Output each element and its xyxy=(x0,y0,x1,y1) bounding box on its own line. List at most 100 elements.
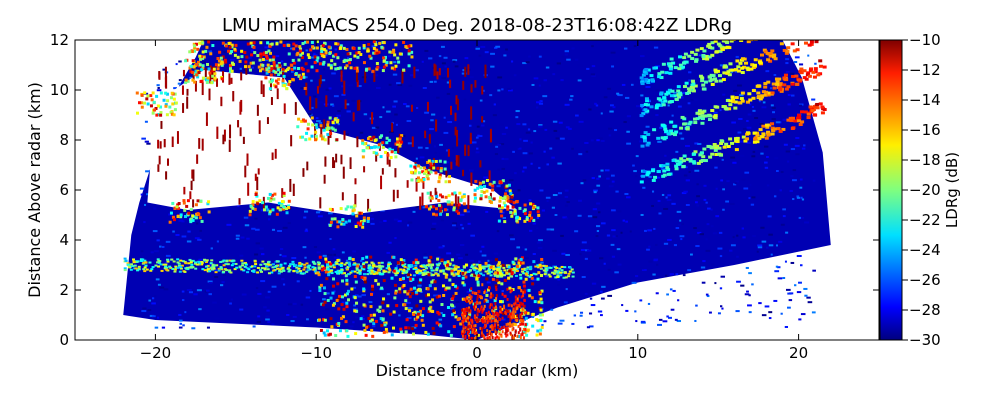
melting-layer-cell xyxy=(312,262,316,265)
ldr-cell xyxy=(480,45,486,48)
ldr-cell xyxy=(398,314,401,317)
ldr-cell xyxy=(718,231,723,234)
ldr-cell xyxy=(315,40,319,44)
ldr-cell xyxy=(419,156,425,159)
sidelobe-cell xyxy=(753,58,758,62)
ldr-cell xyxy=(310,120,316,123)
melting-layer-cell xyxy=(394,269,398,272)
ldr-cell xyxy=(264,50,268,54)
ldr-cell xyxy=(501,132,507,135)
ldr-streak xyxy=(191,169,194,179)
sidelobe-cell xyxy=(695,117,700,121)
ldr-cell xyxy=(279,253,282,256)
ldr-cell xyxy=(538,124,543,127)
ldr-streak xyxy=(302,168,305,177)
ldr-cell xyxy=(409,287,413,291)
ldr-cell xyxy=(259,247,264,250)
ldr-cell xyxy=(608,127,613,130)
ldr-cell xyxy=(432,331,436,335)
ldr-cell xyxy=(725,74,730,77)
ldr-cell xyxy=(351,99,356,102)
sidelobe-cell xyxy=(811,11,815,14)
ldr-cell xyxy=(437,180,441,184)
ldr-cell xyxy=(354,223,359,226)
ldr-cell xyxy=(320,47,324,51)
ldr-streak xyxy=(323,174,326,184)
ldr-cell xyxy=(386,153,390,157)
ldr-cell xyxy=(384,150,388,154)
ldr-cell xyxy=(267,290,271,293)
melting-layer-cell xyxy=(126,262,130,265)
ldr-cell xyxy=(149,94,153,98)
ldr-cell xyxy=(680,238,683,241)
sidelobe-cell xyxy=(803,110,808,114)
ldr-cell xyxy=(747,113,752,116)
ldr-cell xyxy=(413,165,417,169)
ldr-cell xyxy=(345,305,349,309)
ldr-cell xyxy=(317,273,321,277)
ldr-cell xyxy=(212,67,216,71)
clutter-cell xyxy=(522,294,525,298)
sidelobe-cell xyxy=(778,82,783,86)
ldr-cell xyxy=(492,197,496,201)
ldr-cell xyxy=(375,86,381,89)
ldr-cell xyxy=(438,55,442,58)
ldr-cell xyxy=(178,326,183,329)
ldr-cell xyxy=(368,54,372,58)
ldr-cell xyxy=(340,279,344,283)
ldr-cell xyxy=(784,325,789,328)
ldr-cell xyxy=(550,308,554,311)
ldr-cell xyxy=(513,314,517,318)
sidelobe-cell xyxy=(663,99,668,103)
sidelobe-cell xyxy=(818,102,823,106)
ldr-cell xyxy=(330,103,334,106)
ldr-cell xyxy=(399,330,403,334)
ldr-cell xyxy=(573,314,577,317)
clutter-cell xyxy=(492,319,495,323)
ldr-cell xyxy=(467,222,471,225)
ldr-cell xyxy=(189,76,193,79)
ldr-cell xyxy=(151,91,155,95)
ldr-streak xyxy=(375,153,378,162)
sidelobe-cell xyxy=(789,119,794,123)
sidelobe-cell xyxy=(798,78,803,82)
ldr-streak xyxy=(371,112,374,125)
sidelobe-cell xyxy=(678,91,683,95)
ldr-streak xyxy=(190,180,193,191)
melting-layer-cell xyxy=(370,271,374,274)
ldr-cell xyxy=(392,50,396,54)
ldr-cell xyxy=(452,273,456,277)
ldr-cell xyxy=(505,126,508,129)
ldr-cell xyxy=(651,190,655,193)
melting-layer-cell xyxy=(340,267,344,270)
ldr-cell xyxy=(154,250,159,253)
melting-layer-cell xyxy=(554,270,558,273)
ldr-cell xyxy=(501,289,504,292)
ldr-cell xyxy=(421,323,425,327)
ldr-cell xyxy=(539,328,543,332)
ldr-cell xyxy=(426,161,430,165)
ldr-cell xyxy=(470,234,475,237)
ldr-cell xyxy=(339,207,343,211)
sidelobe-cell xyxy=(812,2,816,5)
clutter-cell xyxy=(462,307,465,311)
ldr-cell xyxy=(142,307,147,310)
melting-layer-cell xyxy=(206,268,210,271)
ldr-cell xyxy=(487,259,490,262)
ldr-cell xyxy=(301,135,305,139)
ldr-cell xyxy=(782,208,786,211)
ldr-cell xyxy=(356,221,360,225)
clutter-cell xyxy=(472,330,475,334)
ldr-cell xyxy=(371,45,377,48)
melting-layer-cell xyxy=(194,267,198,270)
ldr-cell xyxy=(800,313,806,316)
melting-layer-cell xyxy=(177,262,181,265)
ldr-cell xyxy=(296,280,300,283)
ldr-cell xyxy=(341,301,345,304)
ldr-cell xyxy=(188,291,193,294)
ldr-cell xyxy=(811,311,816,314)
ldr-cell xyxy=(276,68,280,72)
melting-layer-cell xyxy=(242,269,246,272)
ldr-cell xyxy=(329,296,333,300)
ldr-cell xyxy=(416,261,420,265)
